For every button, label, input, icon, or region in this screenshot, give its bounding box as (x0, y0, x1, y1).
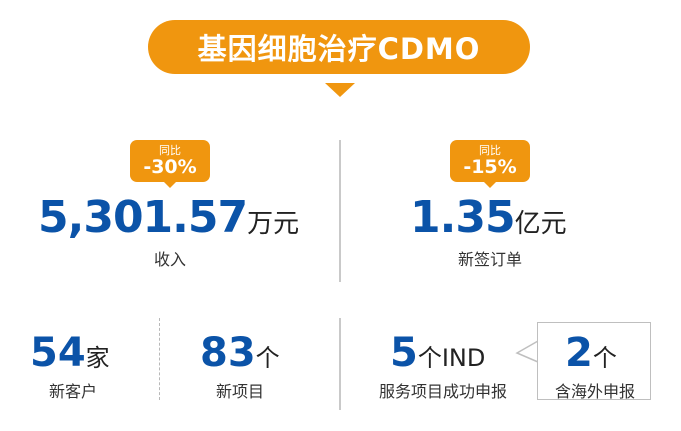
ind-metric: 5个IND (390, 330, 485, 376)
ind-unit: 个IND (417, 344, 486, 372)
yoy-label: 同比 (159, 144, 181, 157)
dashed-divider (159, 318, 160, 400)
clients-caption: 新客户 (48, 382, 97, 401)
revenue-caption: 收入 (153, 250, 186, 269)
overseas-callout (537, 322, 651, 400)
clients-metric: 54家 (30, 330, 110, 376)
down-arrow-icon (325, 83, 355, 97)
yoy-value: -30% (143, 156, 197, 178)
projects-unit: 个 (255, 344, 280, 372)
projects-value: 83 (200, 330, 256, 376)
projects-metric: 83个 (200, 330, 280, 376)
orders-value: 1.35 (410, 192, 516, 243)
overseas-unit: 个 (592, 344, 617, 372)
section-title-banner: 基因细胞治疗CDMO (148, 20, 530, 74)
ind-caption: 服务项目成功申报 (378, 382, 507, 401)
ind-value: 5 (390, 330, 418, 376)
orders-metric: 1.35亿元 (410, 192, 610, 243)
revenue-metric: 5,301.57万元 (38, 192, 308, 243)
callout-tail-icon (515, 340, 539, 363)
projects-caption: 新项目 (215, 382, 264, 401)
clients-unit: 家 (85, 344, 110, 372)
clients-value: 54 (30, 330, 86, 376)
revenue-unit: 万元 (247, 209, 300, 239)
section-title: 基因细胞治疗CDMO (197, 32, 481, 66)
overseas-caption: 含海外申报 (554, 382, 635, 401)
orders-caption: 新签订单 (457, 250, 522, 269)
yoy-badge-revenue: 同比 -30% (130, 140, 210, 188)
overseas-value: 2 (565, 330, 593, 376)
overseas-metric: 2个 (565, 330, 617, 376)
divider-bottom (339, 318, 341, 410)
orders-unit: 亿元 (514, 209, 567, 239)
revenue-value: 5,301.57 (38, 192, 248, 243)
yoy-badge-orders: 同比 -15% (450, 140, 530, 188)
yoy-label: 同比 (479, 144, 501, 157)
yoy-value: -15% (463, 156, 517, 178)
divider-top (339, 140, 341, 282)
